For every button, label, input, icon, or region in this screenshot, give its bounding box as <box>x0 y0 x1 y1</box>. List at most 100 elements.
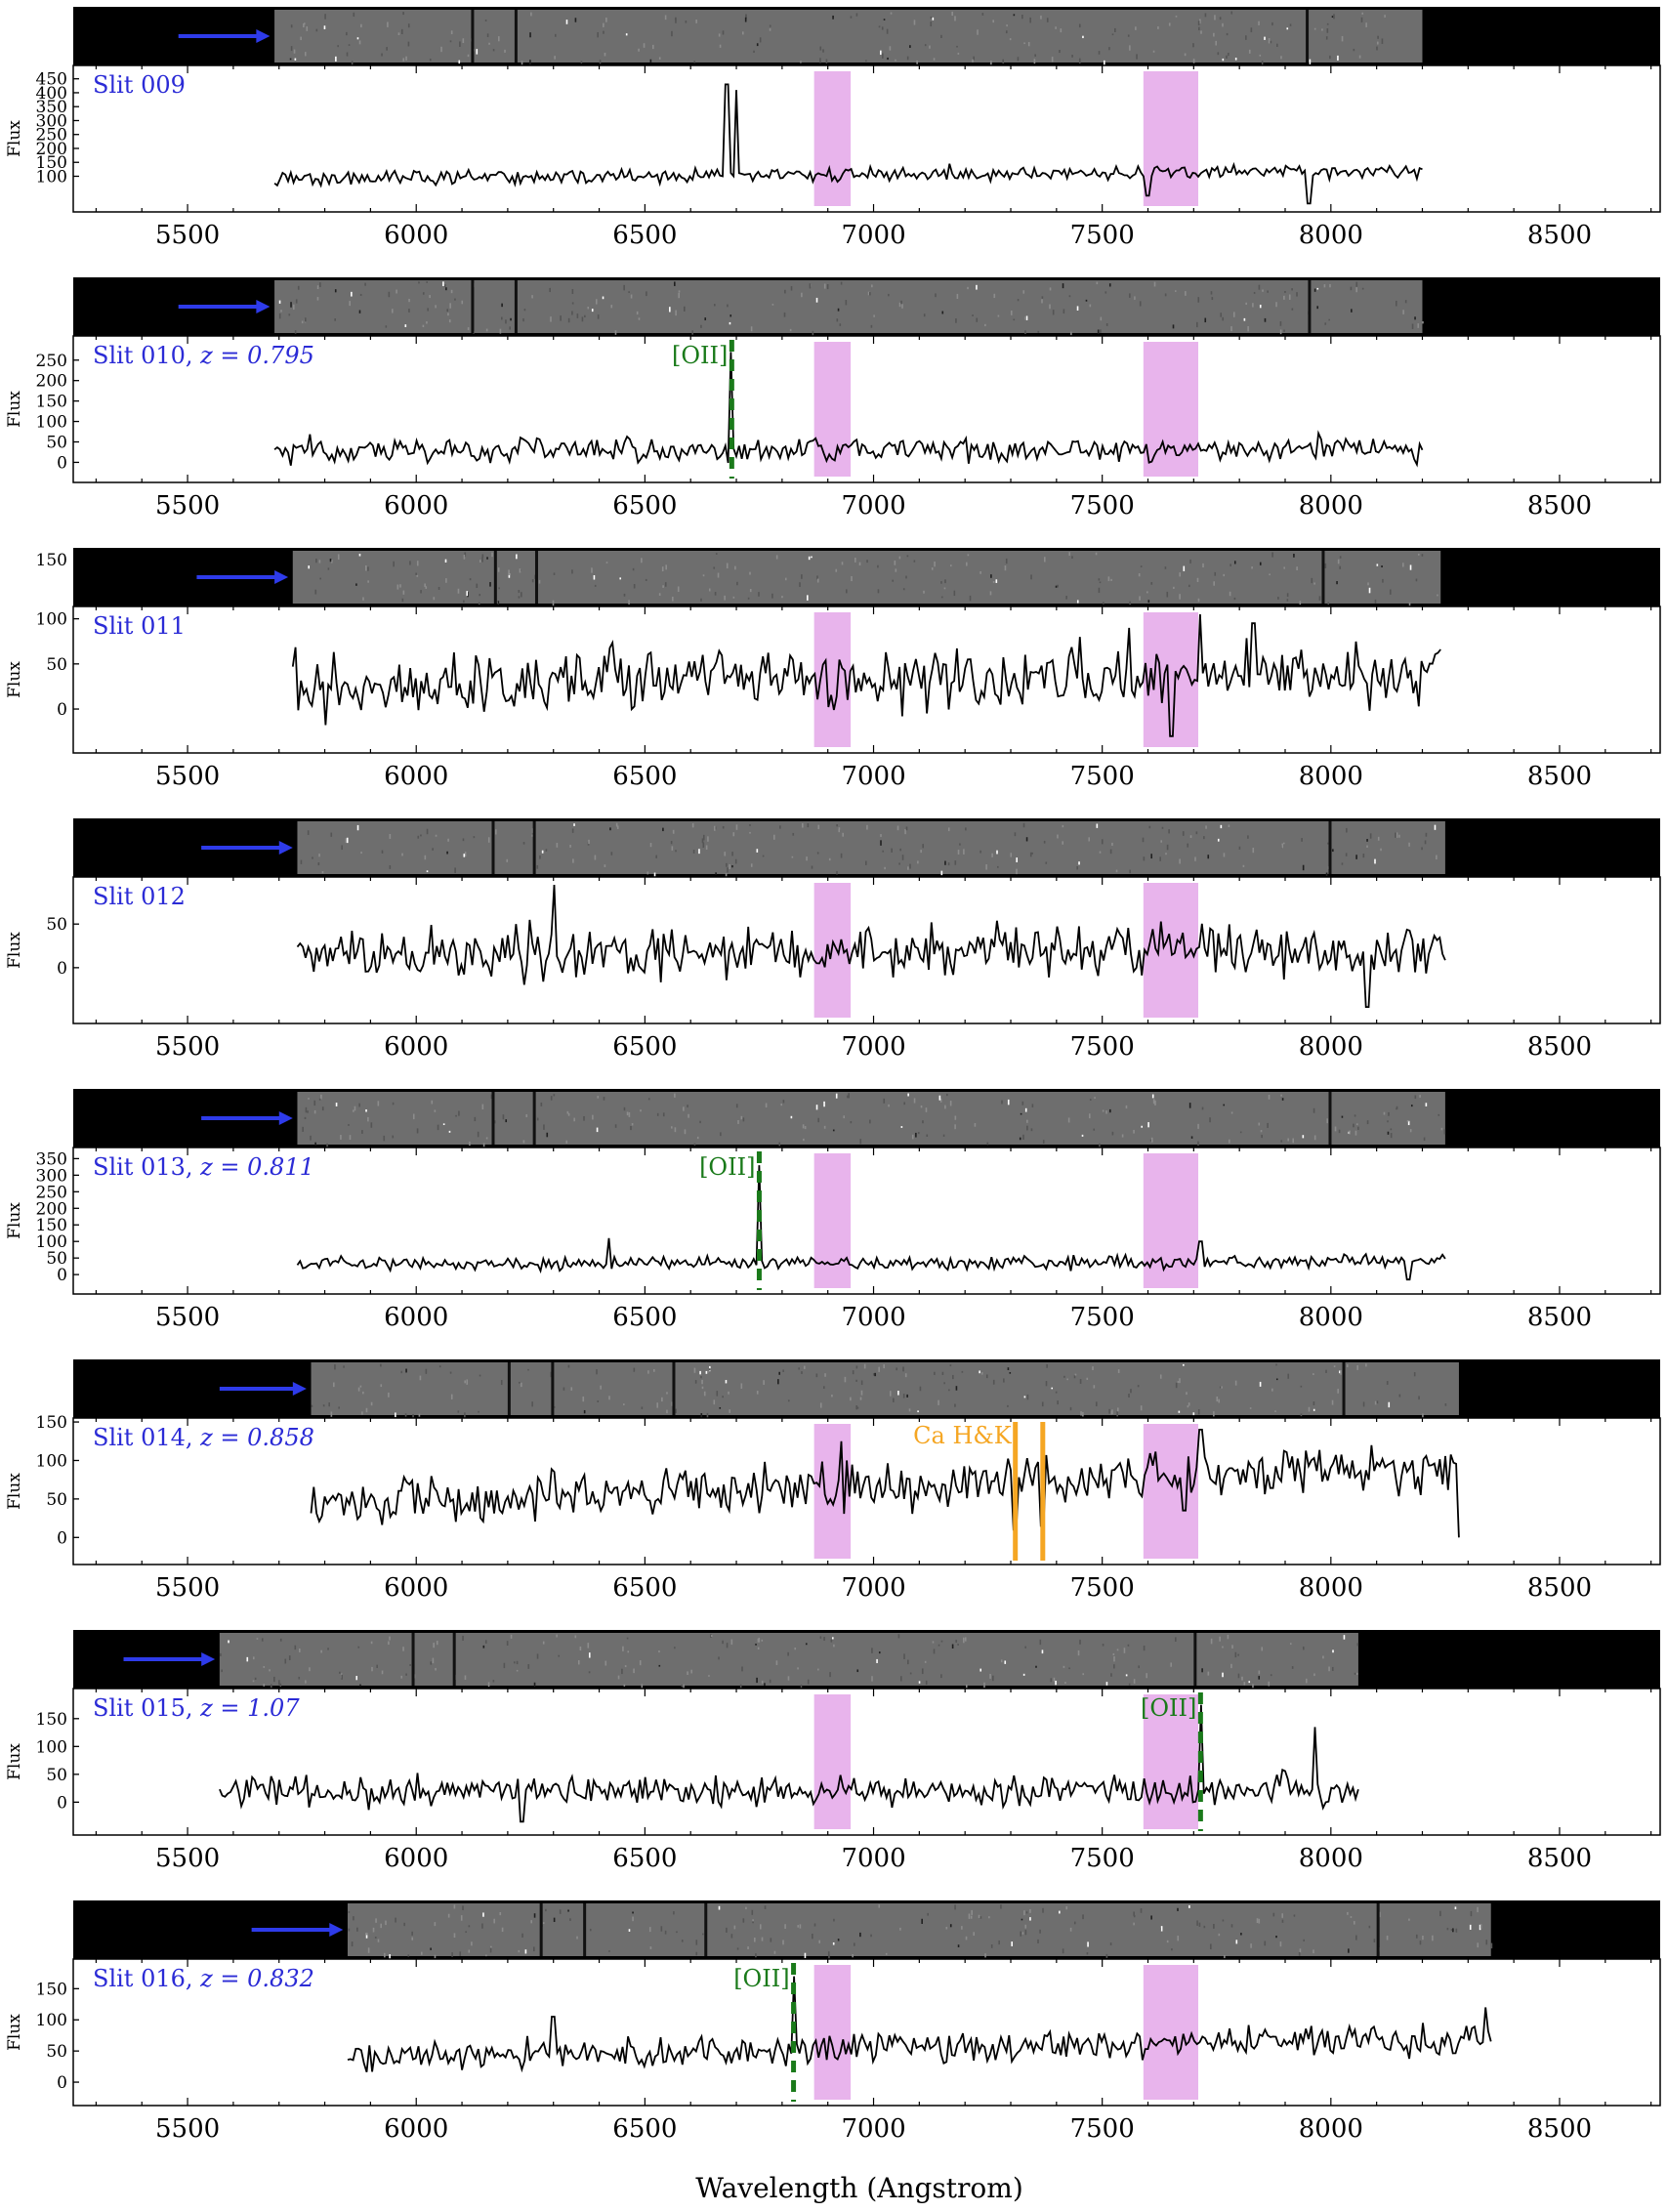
image-noise-pixel <box>636 311 639 315</box>
image-noise-pixel <box>358 553 361 557</box>
image-noise-pixel <box>1114 27 1116 32</box>
image-noise-pixel <box>782 1100 785 1104</box>
image-noise-pixel <box>294 58 297 61</box>
image-noise-pixel <box>739 1684 742 1690</box>
image-noise-pixel <box>392 1135 395 1139</box>
image-noise-pixel <box>1275 1936 1277 1939</box>
image-noise-pixel <box>1362 1401 1365 1407</box>
image-noise-pixel <box>1283 329 1285 332</box>
image-noise-pixel <box>778 1142 781 1147</box>
image-noise-pixel <box>899 1927 901 1931</box>
image-noise-pixel <box>1380 848 1382 852</box>
image-noise-pixel <box>1275 1363 1277 1366</box>
image-noise-pixel <box>339 1671 341 1674</box>
image-noise-pixel <box>961 1926 963 1930</box>
image-noise-pixel <box>923 313 926 317</box>
image-noise-pixel <box>614 330 617 335</box>
image-noise-pixel <box>979 1370 980 1374</box>
image-noise-pixel <box>1079 1639 1081 1645</box>
image-noise-pixel <box>1387 1120 1389 1123</box>
image-noise-pixel <box>1065 1905 1068 1910</box>
image-noise-pixel <box>501 303 503 308</box>
chip-gap <box>539 1903 543 1956</box>
image-noise-pixel <box>401 853 403 856</box>
image-noise-pixel <box>290 46 293 52</box>
image-noise-pixel <box>1168 22 1171 26</box>
image-noise-pixel <box>427 308 429 312</box>
x-tick-label: 6000 <box>384 221 448 250</box>
image-noise-pixel <box>333 1382 335 1388</box>
image-noise-pixel <box>954 1115 957 1120</box>
y-tick-label: 0 <box>57 1266 67 1285</box>
image-noise-pixel <box>678 292 680 299</box>
image-noise-pixel <box>1444 1403 1447 1406</box>
image-noise-pixel <box>492 49 495 52</box>
image-noise-pixel <box>464 1380 467 1384</box>
image-noise-pixel <box>897 1391 899 1396</box>
image-noise-pixel <box>1223 853 1226 857</box>
y-tick-label: 100 <box>36 167 67 187</box>
image-noise-pixel <box>938 1644 940 1647</box>
x-tick-label: 6500 <box>612 1573 677 1603</box>
image-noise-pixel <box>531 828 534 833</box>
image-noise-pixel <box>353 1916 354 1921</box>
image-noise-pixel <box>907 866 909 870</box>
image-noise-pixel <box>710 1634 712 1638</box>
x-tick-label: 7000 <box>841 2114 905 2144</box>
image-noise-pixel <box>1092 1366 1094 1370</box>
image-noise-pixel <box>571 828 574 833</box>
image-noise-pixel <box>1333 14 1335 20</box>
image-noise-pixel <box>895 59 896 62</box>
image-noise-pixel <box>431 1100 434 1105</box>
image-noise-pixel <box>1216 1396 1219 1402</box>
image-noise-pixel <box>787 1651 789 1656</box>
image-noise-pixel <box>1407 1120 1410 1126</box>
image-noise-pixel <box>1179 594 1181 600</box>
image-noise-pixel <box>1088 837 1091 842</box>
image-noise-pixel <box>977 29 979 35</box>
y-axis-label: Flux <box>5 661 24 698</box>
image-noise-pixel <box>627 1650 630 1653</box>
image-noise-pixel <box>294 1645 297 1650</box>
x-tick-label: 8000 <box>1299 1032 1363 1062</box>
image-noise-pixel <box>1377 836 1380 841</box>
image-noise-pixel <box>405 1368 407 1373</box>
image-noise-pixel <box>1347 1911 1349 1915</box>
image-noise-pixel <box>429 58 432 62</box>
y-tick-label: 350 <box>36 1149 67 1169</box>
image-noise-pixel <box>756 849 759 853</box>
slit-arrow-head <box>256 29 271 43</box>
image-noise-pixel <box>1286 599 1289 602</box>
image-noise-pixel <box>565 20 568 24</box>
image-noise-pixel <box>837 1939 840 1941</box>
image-noise-pixel <box>764 1683 766 1687</box>
x-tick-label: 7500 <box>1070 762 1135 791</box>
image-noise-pixel <box>818 1940 821 1943</box>
image-noise-pixel <box>1217 838 1220 842</box>
image-noise-pixel <box>869 1119 871 1124</box>
image-noise-pixel <box>684 1129 687 1135</box>
image-noise-pixel <box>1099 581 1102 584</box>
image-noise-pixel <box>652 44 654 50</box>
image-noise-pixel <box>1286 593 1289 598</box>
image-noise-pixel <box>639 1660 642 1666</box>
image-noise-pixel <box>1009 1372 1012 1374</box>
image-noise-pixel <box>1293 553 1295 558</box>
image-noise-pixel <box>367 580 369 583</box>
image-noise-pixel <box>641 558 643 563</box>
image-noise-pixel <box>1258 1918 1261 1924</box>
image-noise-pixel <box>1438 1113 1440 1116</box>
image-noise-pixel <box>1105 1110 1107 1114</box>
image-noise-pixel <box>771 593 773 599</box>
image-noise-pixel <box>734 565 736 570</box>
image-noise-pixel <box>954 1904 956 1910</box>
image-noise-pixel <box>933 1649 936 1654</box>
image-noise-pixel <box>839 323 842 326</box>
image-noise-pixel <box>934 561 936 567</box>
image-noise-pixel <box>1125 1105 1128 1109</box>
image-noise-pixel <box>1042 1140 1045 1144</box>
image-noise-pixel <box>939 1098 942 1103</box>
image-noise-pixel <box>485 328 488 332</box>
image-noise-pixel <box>954 860 957 865</box>
image-noise-pixel <box>1325 1369 1327 1373</box>
